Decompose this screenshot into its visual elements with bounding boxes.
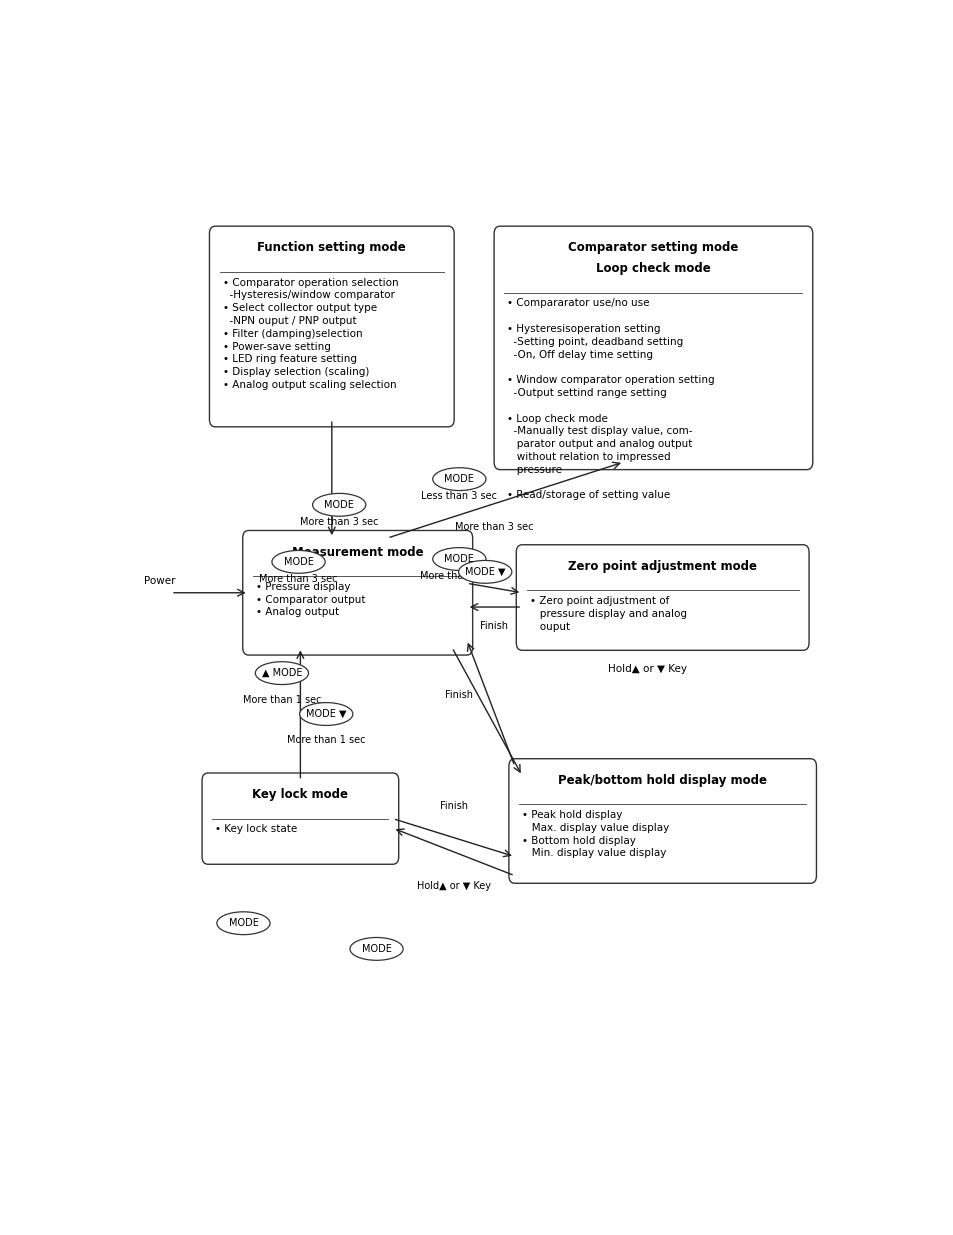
Text: MODE: MODE <box>444 555 474 564</box>
Ellipse shape <box>458 561 512 583</box>
FancyBboxPatch shape <box>210 226 454 427</box>
Ellipse shape <box>433 468 485 490</box>
FancyBboxPatch shape <box>516 545 808 651</box>
Text: • Pressure display
• Comparator output
• Analog output: • Pressure display • Comparator output •… <box>255 582 365 618</box>
Ellipse shape <box>216 911 270 935</box>
Text: MODE ▼: MODE ▼ <box>464 567 505 577</box>
Text: More than 3 sec: More than 3 sec <box>259 574 337 584</box>
Text: Comparator setting mode: Comparator setting mode <box>568 241 738 254</box>
Text: Hold▲ or ▼ Key: Hold▲ or ▼ Key <box>608 664 687 674</box>
Text: Function setting mode: Function setting mode <box>257 241 406 254</box>
Text: Hold▲ or ▼ Key: Hold▲ or ▼ Key <box>416 882 490 892</box>
Text: Power: Power <box>144 576 175 587</box>
Text: Loop check mode: Loop check mode <box>596 262 710 275</box>
Text: More than 1 sec: More than 1 sec <box>242 695 321 705</box>
Text: • Zero point adjustment of
   pressure display and analog
   ouput: • Zero point adjustment of pressure disp… <box>529 597 686 631</box>
Ellipse shape <box>433 547 485 571</box>
Ellipse shape <box>255 662 308 684</box>
Text: Less than 3 sec: Less than 3 sec <box>421 492 497 501</box>
Text: MODE ▼: MODE ▼ <box>306 709 346 719</box>
Text: More than 3 sec: More than 3 sec <box>455 522 533 532</box>
Text: • Peak hold display
   Max. display value display
• Bottom hold display
   Min. : • Peak hold display Max. display value d… <box>521 810 669 858</box>
Text: Key lock mode: Key lock mode <box>253 788 348 802</box>
Ellipse shape <box>313 494 365 516</box>
Ellipse shape <box>299 703 353 725</box>
Text: MODE: MODE <box>229 919 258 929</box>
Text: Finish: Finish <box>445 690 473 700</box>
FancyBboxPatch shape <box>508 758 816 883</box>
Text: • Compararator use/no use

• Hysteresisoperation setting
  -Setting point, deadb: • Compararator use/no use • Hysteresisop… <box>507 299 715 500</box>
Text: Finish: Finish <box>439 802 467 811</box>
Text: Zero point adjustment mode: Zero point adjustment mode <box>568 559 757 573</box>
Text: • Key lock state: • Key lock state <box>215 824 297 835</box>
Text: Finish: Finish <box>480 621 508 631</box>
FancyBboxPatch shape <box>242 531 472 655</box>
Text: More than 3 sec: More than 3 sec <box>419 572 498 582</box>
Text: Measurement mode: Measurement mode <box>292 546 423 558</box>
Ellipse shape <box>350 937 403 961</box>
Ellipse shape <box>272 551 325 573</box>
Text: MODE: MODE <box>324 500 354 510</box>
FancyBboxPatch shape <box>202 773 398 864</box>
Text: MODE: MODE <box>283 557 314 567</box>
Text: More than 1 sec: More than 1 sec <box>287 735 365 745</box>
Text: • Comparator operation selection
  -Hysteresis/window comparator
• Select collec: • Comparator operation selection -Hyster… <box>222 278 398 390</box>
Text: ▲ MODE: ▲ MODE <box>261 668 302 678</box>
Text: More than 3 sec: More than 3 sec <box>299 517 378 527</box>
Text: MODE: MODE <box>444 474 474 484</box>
Text: Peak/bottom hold display mode: Peak/bottom hold display mode <box>558 774 766 787</box>
Text: MODE: MODE <box>361 944 391 953</box>
FancyBboxPatch shape <box>494 226 812 469</box>
